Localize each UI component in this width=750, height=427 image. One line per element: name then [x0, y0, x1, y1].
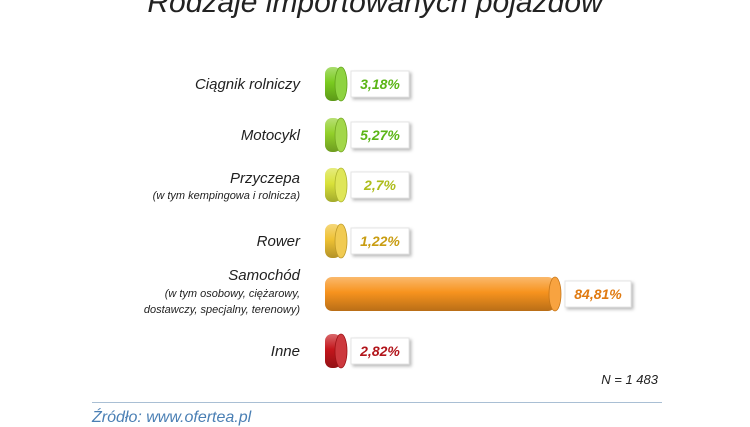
- source-label: Źródło: www.ofertea.pl: [92, 409, 252, 426]
- value-label-1: 5,27%: [360, 127, 400, 143]
- bar-cap-5: [334, 333, 348, 369]
- bar-cap-4: [548, 276, 562, 312]
- bar-4: [325, 277, 555, 311]
- sample-size-label: N = 1 483: [601, 372, 658, 387]
- category-sublabel-4-line-0: (w tym osobowy, ciężarowy,: [165, 288, 300, 300]
- value-box-2: [350, 171, 410, 199]
- bar-cap-1: [334, 117, 348, 153]
- value-box-5: [350, 337, 410, 365]
- category-label-3: Rower: [257, 233, 301, 250]
- category-label-2: Przyczepa: [230, 170, 300, 187]
- category-label-1: Motocykl: [241, 127, 301, 144]
- category-sublabel-4-line-1: dostawczy, specjalny, terenowy): [144, 304, 300, 316]
- bar-cap-2: [334, 167, 348, 203]
- value-label-4: 84,81%: [574, 286, 622, 302]
- value-label-0: 3,18%: [360, 76, 400, 92]
- category-label-0: Ciągnik rolniczy: [195, 76, 302, 93]
- value-box-0: [350, 70, 410, 98]
- value-label-3: 1,22%: [360, 233, 400, 249]
- category-sublabel-2: (w tym kempingowa i rolnicza): [153, 190, 301, 202]
- bar-cap-0: [334, 66, 348, 102]
- value-label-5: 2,82%: [359, 343, 400, 359]
- bar-cap-3: [334, 223, 348, 259]
- value-box-3: [350, 227, 410, 255]
- category-label-4: Samochód: [228, 267, 300, 284]
- value-box-4: [564, 280, 632, 308]
- category-label-5: Inne: [271, 343, 300, 360]
- chart-title: Rodzaje importowanych pojazdów: [147, 0, 603, 19]
- value-label-2: 2,7%: [363, 177, 396, 193]
- divider: [92, 402, 662, 403]
- value-box-1: [350, 121, 410, 149]
